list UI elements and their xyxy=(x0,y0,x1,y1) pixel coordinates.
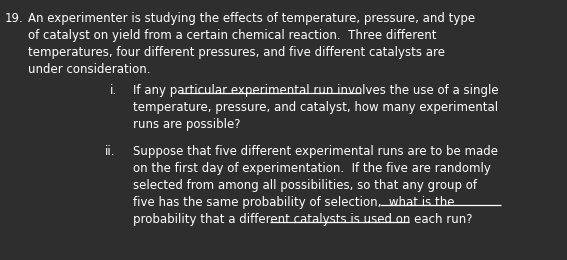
Text: selected from among all possibilities, so that any group of: selected from among all possibilities, s… xyxy=(133,179,477,192)
Text: 19.: 19. xyxy=(5,12,24,25)
Text: temperature, pressure, and catalyst, how many experimental: temperature, pressure, and catalyst, how… xyxy=(133,101,498,114)
Text: runs are possible?: runs are possible? xyxy=(133,118,240,131)
Text: An experimenter is studying the effects of temperature, pressure, and type: An experimenter is studying the effects … xyxy=(28,12,475,25)
Text: five has the same probability of selection,  what is the: five has the same probability of selecti… xyxy=(133,196,455,209)
Text: i.: i. xyxy=(110,84,117,97)
Text: If any particular experimental run involves the use of a single: If any particular experimental run invol… xyxy=(133,84,498,97)
Text: temperatures, four different pressures, and five different catalysts are: temperatures, four different pressures, … xyxy=(28,46,445,59)
Text: of catalyst on yield from a certain chemical reaction.  Three different: of catalyst on yield from a certain chem… xyxy=(28,29,437,42)
Text: ii.: ii. xyxy=(105,145,116,158)
Text: Suppose that five different experimental runs are to be made: Suppose that five different experimental… xyxy=(133,145,498,158)
Text: on the first day of experimentation.  If the five are randomly: on the first day of experimentation. If … xyxy=(133,162,491,175)
Text: probability that a different catalysts is used on each run?: probability that a different catalysts i… xyxy=(133,213,472,226)
Text: under consideration.: under consideration. xyxy=(28,63,150,76)
